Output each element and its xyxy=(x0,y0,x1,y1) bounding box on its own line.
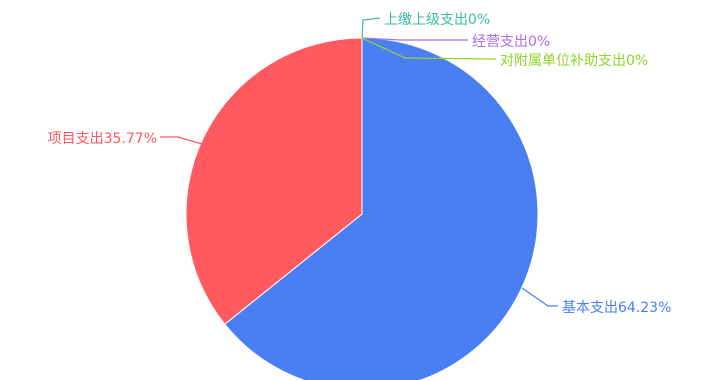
slice-label-0: 基本支出64.23% xyxy=(562,299,671,316)
leader-line-3 xyxy=(361,37,468,41)
slice-label-1: 项目支出35.77% xyxy=(48,131,157,147)
slice-label-4: 对附属单位补助支出0% xyxy=(500,53,648,69)
leader-line-2 xyxy=(361,17,381,39)
leader-line-4 xyxy=(361,37,497,60)
pie-slice-0[interactable] xyxy=(224,37,539,380)
pie-slice-1[interactable] xyxy=(185,37,363,325)
slice-label-2: 上缴上级支出0% xyxy=(384,12,490,28)
leader-line-0 xyxy=(521,287,558,307)
leader-line-1 xyxy=(160,136,203,145)
slice-label-3: 经营支出0% xyxy=(472,34,550,50)
